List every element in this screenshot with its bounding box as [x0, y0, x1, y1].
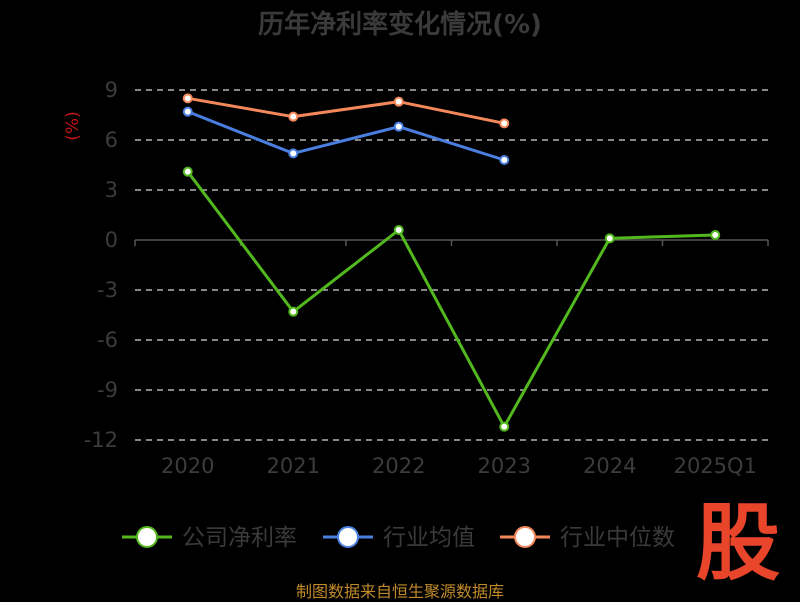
x-axis: 2020 2021 2022 2023 2024 2025Q1 [134, 240, 769, 478]
data-point [288, 148, 299, 159]
data-point [710, 230, 721, 240]
data-point [499, 118, 510, 129]
y-tick-label: -3 [97, 278, 118, 302]
legend-marker [337, 526, 359, 548]
y-tick-label: 9 [105, 78, 118, 102]
data-point [288, 306, 299, 317]
x-tick-label: 2024 [583, 454, 636, 478]
chart-title: 历年净利率变化情况(%) [258, 9, 542, 40]
brand-logo: 股 [695, 494, 780, 592]
y-tick-label: 0 [105, 228, 118, 252]
y-axis-unit: (%) [63, 111, 83, 140]
data-point [604, 233, 615, 244]
source-footer: 制图数据来自恒生聚源数据库 [295, 582, 504, 601]
data-point [499, 421, 510, 432]
data-point [499, 155, 510, 165]
data-point [393, 121, 404, 132]
series-line [187, 96, 505, 125]
data-point [393, 96, 404, 107]
legend: 公司净利率 行业均值 行业中位数 [122, 525, 675, 551]
y-tick-label: 3 [105, 178, 118, 202]
y-tick-label: -9 [97, 378, 118, 402]
y-tick-label: -6 [97, 328, 118, 352]
legend-marker [136, 526, 158, 548]
x-tick-label: 2021 [267, 454, 320, 478]
data-point [182, 93, 193, 104]
y-tick-label: 6 [105, 128, 118, 152]
x-tick-label: 2023 [478, 454, 531, 478]
legend-label: 行业中位数 [560, 525, 675, 551]
series-lines [182, 93, 721, 432]
legend-marker [514, 526, 536, 548]
y-tick-label: -12 [84, 428, 118, 452]
data-point [393, 225, 404, 235]
data-point [182, 166, 193, 177]
data-point [182, 106, 193, 117]
legend-label: 行业均值 [383, 525, 475, 551]
x-tick-label: 2020 [161, 454, 214, 478]
x-tick-label: 2025Q1 [674, 454, 757, 478]
data-point [288, 111, 299, 122]
y-axis-ticks: 9 6 3 0 -3 -6 -9 -12 [84, 78, 118, 452]
x-tick-label: 2022 [372, 454, 425, 478]
legend-label: 公司净利率 [182, 525, 297, 551]
series-line [187, 110, 505, 162]
series-line [186, 170, 716, 429]
